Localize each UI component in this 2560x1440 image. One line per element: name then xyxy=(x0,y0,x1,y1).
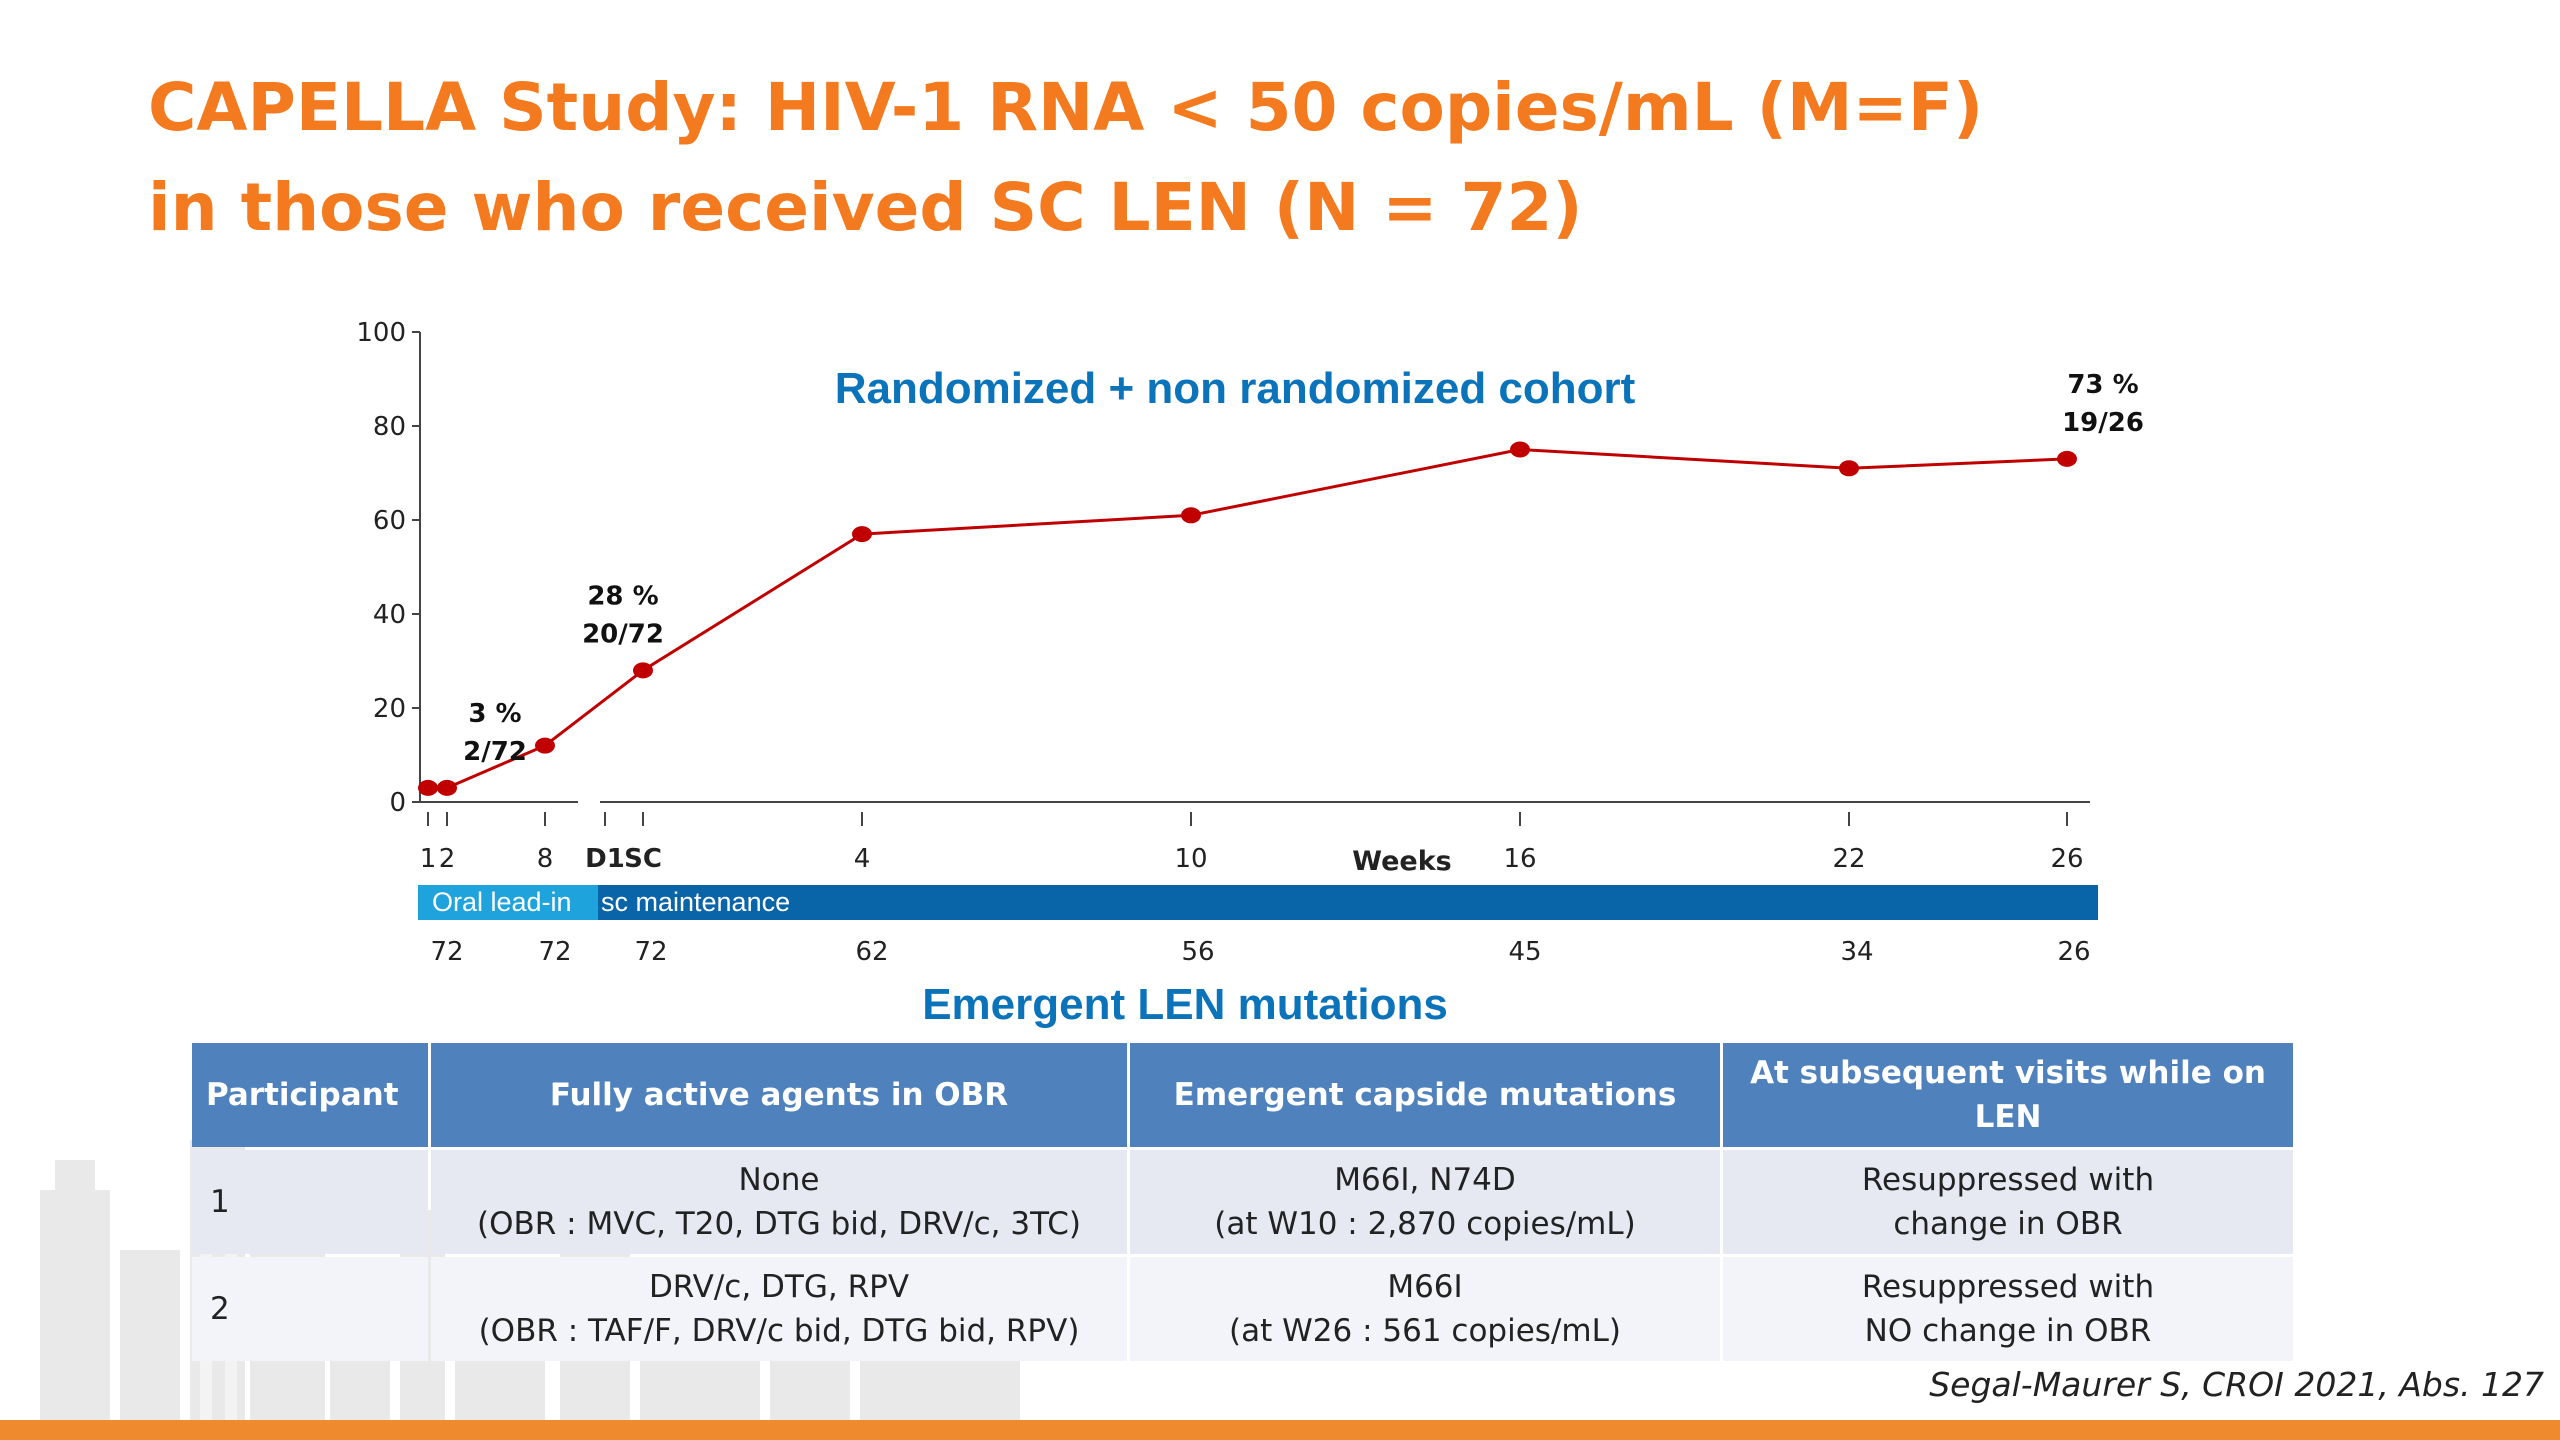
x-tick-label: SC xyxy=(624,844,662,874)
annotation-percent: 3 % xyxy=(468,699,521,729)
n-at-risk-label: 72 xyxy=(538,937,571,967)
x-tick-label: 16 xyxy=(1503,844,1536,874)
phase-sc-maintenance: sc maintenance xyxy=(601,887,791,917)
data-point xyxy=(437,779,457,796)
data-point xyxy=(1510,441,1530,458)
footer-bar xyxy=(0,1420,2560,1440)
citation: Segal-Maurer S, CROI 2021, Abs. 127 xyxy=(1929,1365,2544,1404)
header-participant: Participant xyxy=(192,1043,428,1147)
participant-cell: 1 xyxy=(192,1150,428,1254)
x-tick-label: D1 xyxy=(585,844,625,874)
chart-title: Randomized + non randomized cohort xyxy=(835,364,1636,413)
participant-cell: 2 xyxy=(192,1257,428,1361)
agents-line1: None xyxy=(738,1162,820,1198)
data-point xyxy=(1181,507,1201,524)
y-tick-label: 40 xyxy=(373,600,406,630)
n-at-risk-label: 62 xyxy=(855,937,888,967)
agents-cell: DRV/c, DTG, RPV (OBR : TAF/F, DRV/c bid,… xyxy=(431,1257,1127,1361)
data-point xyxy=(1839,460,1859,477)
mutations-cell: M66I, N74D (at W10 : 2,870 copies/mL) xyxy=(1130,1150,1720,1254)
annotation-fraction: 2/72 xyxy=(463,737,527,767)
agents-cell: None (OBR : MVC, T20, DTG bid, DRV/c, 3T… xyxy=(431,1150,1127,1254)
agents-line1: DRV/c, DTG, RPV xyxy=(648,1269,910,1305)
visits-cell: Resuppressed with change in OBR xyxy=(1723,1150,2293,1254)
annotation-percent: 28 % xyxy=(587,581,658,611)
n-at-risk-label: 72 xyxy=(634,937,667,967)
data-point xyxy=(852,526,872,543)
n-at-risk-label: 45 xyxy=(1508,937,1541,967)
y-tick-label: 0 xyxy=(389,788,406,818)
mutations-heading: Emergent LEN mutations xyxy=(922,980,1448,1029)
n-at-risk-label: 26 xyxy=(2057,937,2090,967)
annotation-fraction: 19/26 xyxy=(2062,408,2144,438)
slide-title-line2: in those who received SC LEN (N = 72) xyxy=(148,169,1583,246)
x-tick-label: 10 xyxy=(1174,844,1207,874)
x-tick-label: 22 xyxy=(1832,844,1865,874)
mutations-line2: (at W10 : 2,870 copies/mL) xyxy=(1214,1206,1636,1242)
series-line xyxy=(428,447,2068,790)
table-row: 2 DRV/c, DTG, RPV (OBR : TAF/F, DRV/c bi… xyxy=(192,1257,2293,1361)
y-tick-label: 20 xyxy=(373,694,406,724)
mutations-table: Participant Fully active agents in OBR E… xyxy=(189,1040,2296,1364)
visits-line1: Resuppressed with xyxy=(1861,1162,2155,1198)
table-row: 1 None (OBR : MVC, T20, DTG bid, DRV/c, … xyxy=(192,1150,2293,1254)
agents-line2: (OBR : MVC, T20, DTG bid, DRV/c, 3TC) xyxy=(477,1206,1081,1242)
line-chart: 0 20 40 60 80 100 1 2 8 D1 SC 4 10 16 22 26 Weeks Randomi… xyxy=(356,318,2144,967)
data-point xyxy=(418,779,438,796)
visits-cell: Resuppressed with NO change in OBR xyxy=(1723,1257,2293,1361)
header-subsequent-visits: At subsequent visits while on LEN xyxy=(1723,1043,2293,1147)
mutations-cell: M66I (at W26 : 561 copies/mL) xyxy=(1130,1257,1720,1361)
annotation-percent: 73 % xyxy=(2067,370,2138,400)
table-header-row: Participant Fully active agents in OBR E… xyxy=(192,1043,2293,1147)
visits-line2: change in OBR xyxy=(1893,1206,2123,1242)
visits-line2: NO change in OBR xyxy=(1864,1313,2152,1349)
x-tick-label: 4 xyxy=(854,844,871,874)
mutations-line1: M66I, N74D xyxy=(1334,1162,1516,1198)
agents-line2: (OBR : TAF/F, DRV/c bid, DTG bid, RPV) xyxy=(478,1313,1080,1349)
data-point xyxy=(535,737,555,754)
header-active-agents: Fully active agents in OBR xyxy=(431,1043,1127,1147)
x-tick-label: 2 xyxy=(439,844,456,874)
header-capside-mutations: Emergent capside mutations xyxy=(1130,1043,1720,1147)
slide-title: CAPELLA Study: HIV-1 RNA < 50 copies/mL … xyxy=(148,58,1983,258)
x-axis-label: Weeks xyxy=(1352,846,1451,877)
mutations-line2: (at W26 : 561 copies/mL) xyxy=(1229,1313,1621,1349)
y-tick-label: 80 xyxy=(373,412,406,442)
data-point xyxy=(2057,450,2077,467)
x-tick-label: 8 xyxy=(537,844,554,874)
annotation-fraction: 20/72 xyxy=(582,619,664,649)
x-tick-label: 26 xyxy=(2050,844,2083,874)
phase-oral-lead-in: Oral lead-in xyxy=(418,885,598,920)
y-tick-label: 60 xyxy=(373,506,406,536)
n-at-risk-label: 34 xyxy=(1840,937,1873,967)
x-tick-label: 1 xyxy=(420,844,437,874)
n-at-risk-label: 56 xyxy=(1181,937,1214,967)
phase-bar: Oral lead-in sc maintenance xyxy=(418,885,2098,920)
slide-title-line1: CAPELLA Study: HIV-1 RNA < 50 copies/mL … xyxy=(148,69,1984,146)
data-point xyxy=(633,662,653,679)
n-at-risk-label: 72 xyxy=(430,937,463,967)
mutations-line1: M66I xyxy=(1387,1269,1463,1305)
visits-line1: Resuppressed with xyxy=(1861,1269,2155,1305)
y-tick-label: 100 xyxy=(356,318,406,348)
